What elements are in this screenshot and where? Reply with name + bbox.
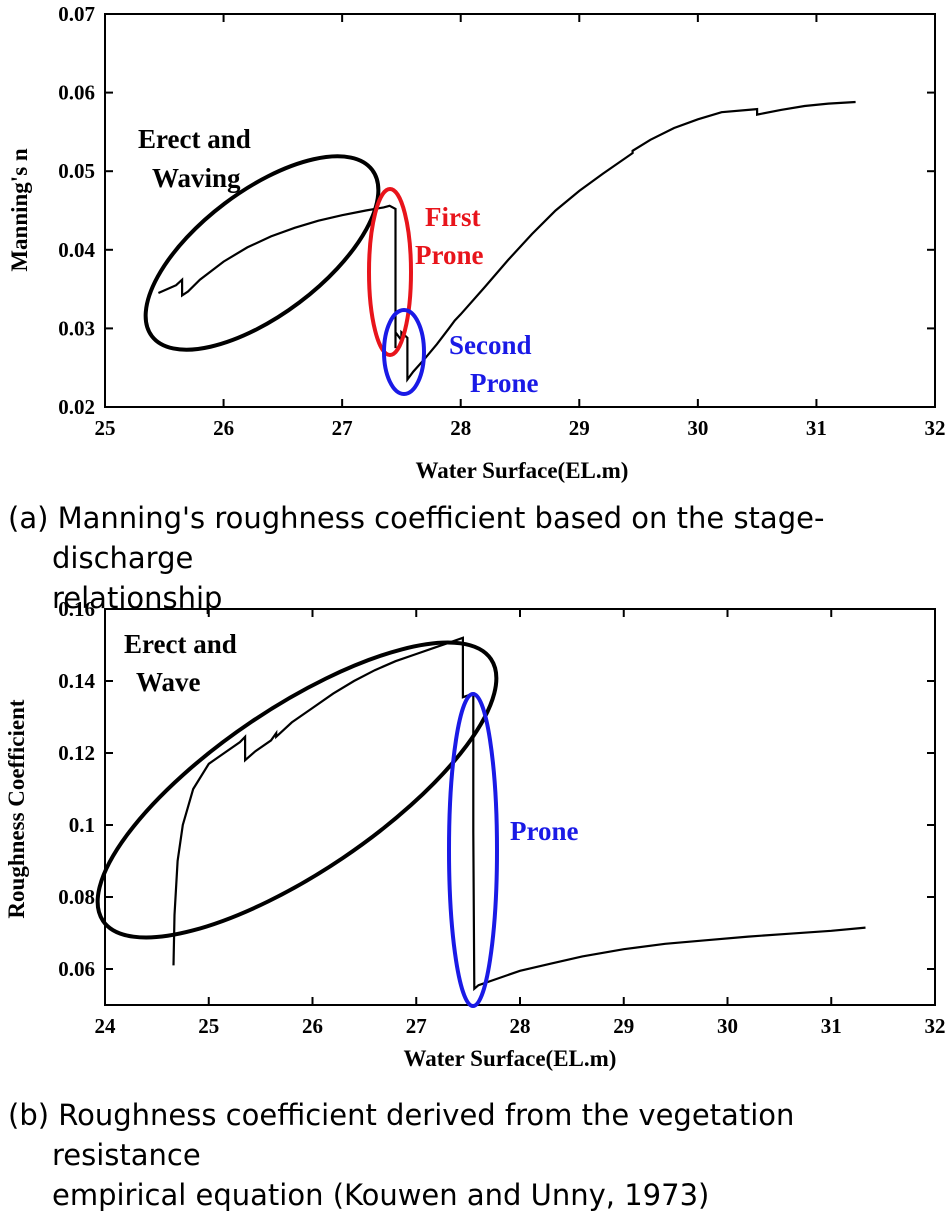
y-tick-label: 0.08 (58, 885, 95, 909)
x-tick-label: 27 (406, 1014, 427, 1038)
annotation-prone: Prone (510, 816, 579, 846)
x-tick-label: 29 (613, 1014, 634, 1038)
x-tick-label: 30 (687, 416, 708, 440)
erect-waving-ellipse (143, 154, 381, 352)
x-tick-label: 32 (925, 1014, 946, 1038)
caption-b: (b) Roughness coefficient derived from t… (8, 1095, 943, 1215)
y-tick-label: 0.07 (58, 2, 95, 26)
erect-wave-ellipse (95, 640, 499, 940)
first-prone-ellipse (367, 187, 413, 357)
y-tick-label: 0.12 (58, 741, 95, 765)
caption-a: (a) Manning's roughness coefficient base… (8, 498, 943, 618)
x-tick-label: 31 (806, 416, 827, 440)
chart-a-svg: 25 26 27 28 29 30 31 32 0.020.030.040.050.060.0… (7, 2, 946, 483)
chart-b-svg: 24 25 26 27 28 29 30 31 32 0.060.080.10.120.140.… (4, 597, 946, 1071)
x-tick-label: 25 (198, 1014, 219, 1038)
y-axis-title: Roughness Coefficient (4, 699, 29, 918)
tick-marks (104, 13, 936, 408)
x-tick-label: 31 (821, 1014, 842, 1038)
y-tick-label: 0.1 (69, 813, 95, 837)
y-tick-label: 0.16 (58, 597, 95, 621)
y-tick-label: 0.04 (58, 238, 95, 262)
x-tick-labels: 24 25 26 27 28 29 30 31 32 (95, 1014, 946, 1038)
y-tick-label: 0.06 (58, 81, 95, 105)
series-line (157, 100, 856, 383)
tick-marks (104, 608, 936, 1005)
annotation-first-prone: First Prone (415, 202, 487, 270)
caption-a-text: (a) Manning's roughness coefficient base… (8, 498, 943, 618)
x-tick-label: 29 (569, 416, 590, 440)
annotation-erect-wave: Erect and Wave (124, 629, 244, 697)
chart-a: 25 26 27 28 29 30 31 32 0.02 0.03 0.04 0.05 0.06 0.0… (0, 0, 947, 490)
x-tick-label: 28 (510, 1014, 531, 1038)
y-tick-labels: 0.06 0.08 0.1 0.12 0.14 0.16 (58, 597, 95, 981)
chart-b: 24 25 26 27 28 29 30 31 32 0.06 0.08 0.1 0.12 0.14 0.… (0, 592, 947, 1082)
series-line (172, 636, 866, 992)
y-tick-label: 0.06 (58, 957, 95, 981)
annotation-erect-waving: Erect and Waving (138, 124, 258, 193)
plot-frame (104, 608, 936, 1006)
x-tick-label: 27 (332, 416, 353, 440)
caption-b-text: (b) Roughness coefficient derived from t… (8, 1095, 943, 1215)
y-axis-title: Manning's n (7, 148, 32, 272)
x-tick-label: 28 (450, 416, 471, 440)
annotation-second-prone: Second Prone (449, 330, 539, 398)
y-tick-label: 0.03 (58, 316, 95, 340)
y-tick-label: 0.02 (58, 395, 95, 419)
prone-ellipse (447, 692, 499, 1008)
x-tick-label: 25 (95, 416, 116, 440)
x-tick-label: 30 (717, 1014, 738, 1038)
x-tick-labels: 25 26 27 28 29 30 31 32 (95, 416, 946, 440)
x-axis-title: Water Surface(EL.m) (416, 458, 629, 483)
x-axis-title: Water Surface(EL.m) (404, 1046, 617, 1071)
second-prone-ellipse (382, 308, 426, 396)
y-tick-label: 0.14 (58, 669, 95, 693)
caption-b-line1: (b) Roughness coefficient derived from t… (8, 1098, 795, 1172)
y-tick-label: 0.05 (58, 159, 95, 183)
y-tick-labels: 0.02 0.03 0.04 0.05 0.06 0.07 (58, 2, 95, 419)
caption-b-line2: empirical equation (Kouwen and Unny, 197… (52, 1178, 710, 1212)
x-tick-label: 26 (302, 1014, 323, 1038)
plot-frame (104, 13, 936, 408)
caption-a-line1: (a) Manning's roughness coefficient base… (8, 501, 825, 575)
x-tick-label: 32 (925, 416, 946, 440)
x-tick-label: 26 (213, 416, 234, 440)
x-tick-label: 24 (95, 1014, 117, 1038)
